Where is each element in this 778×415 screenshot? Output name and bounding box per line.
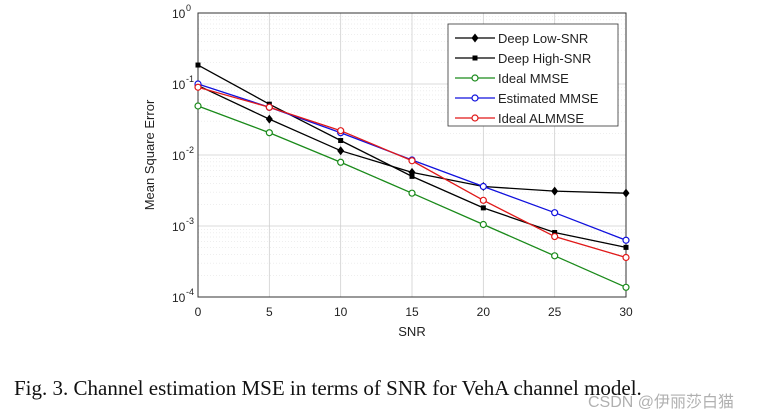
figure-caption: Fig. 3. Channel estimation MSE in terms … (14, 376, 642, 400)
data-point (479, 182, 487, 191)
data-point (337, 158, 345, 166)
y-tick-label: 10 (172, 149, 186, 163)
data-point (622, 283, 630, 291)
y-axis-label: Mean Square Error (142, 99, 157, 210)
plot-frame (197, 12, 627, 298)
y-tick-label: 10 (172, 7, 186, 21)
legend-label: Estimated MMSE (498, 91, 599, 106)
data-point (623, 244, 629, 250)
x-axis-label: SNR (398, 324, 425, 339)
data-point (480, 205, 486, 211)
x-tick-label: 5 (266, 305, 273, 319)
legend: Deep Low-SNR Deep High-SNR Ideal MMSE Estim… (447, 23, 619, 127)
y-tick-exponent: -3 (186, 216, 194, 226)
data-point (409, 173, 415, 179)
data-point (338, 138, 344, 144)
series-ideal-almmse (194, 83, 630, 262)
data-point (265, 114, 273, 124)
y-tick-label: 10 (172, 78, 186, 92)
data-point (265, 103, 273, 111)
data-point (551, 209, 559, 217)
data-point (551, 232, 559, 241)
legend-marker (471, 94, 479, 102)
legend-label: Deep High-SNR (498, 51, 591, 66)
data-point (337, 146, 345, 156)
x-tick-label: 15 (405, 305, 419, 319)
y-tick-label: 10 (172, 220, 186, 234)
data-point (479, 196, 487, 204)
x-tick-label: 20 (477, 305, 491, 319)
y-tick-exponent: -1 (186, 74, 194, 84)
legend-label: Deep Low-SNR (498, 31, 588, 46)
legend-marker (471, 114, 479, 122)
data-point (479, 220, 487, 229)
data-point (408, 157, 416, 165)
data-point (551, 186, 559, 196)
x-tick-label: 0 (195, 305, 202, 319)
legend-label: Ideal MMSE (498, 71, 569, 86)
data-point (552, 229, 558, 235)
data-point (337, 127, 345, 135)
y-tick-exponent: -4 (186, 287, 194, 297)
y-tick-label: 10 (172, 291, 186, 305)
legend-marker (471, 74, 479, 82)
legend-marker (472, 55, 478, 61)
data-point (194, 102, 202, 110)
data-point (265, 129, 273, 137)
y-tick-exponent: -2 (186, 145, 194, 155)
data-point (194, 83, 202, 91)
y-tick-exponent: 0 (186, 3, 191, 13)
series-ideal-mmse (194, 102, 630, 291)
legend-marker (471, 33, 479, 43)
data-point (195, 62, 201, 68)
data-point (622, 188, 630, 198)
data-point (622, 253, 630, 262)
watermark: CSDN @伊丽莎白猫 (588, 394, 735, 411)
data-point (551, 252, 559, 260)
x-tick-label: 25 (548, 305, 562, 319)
x-tick-label: 30 (619, 305, 633, 319)
data-point (408, 189, 416, 197)
data-point (622, 236, 630, 244)
legend-label: Ideal ALMMSE (498, 111, 584, 126)
x-tick-label: 10 (334, 305, 348, 319)
